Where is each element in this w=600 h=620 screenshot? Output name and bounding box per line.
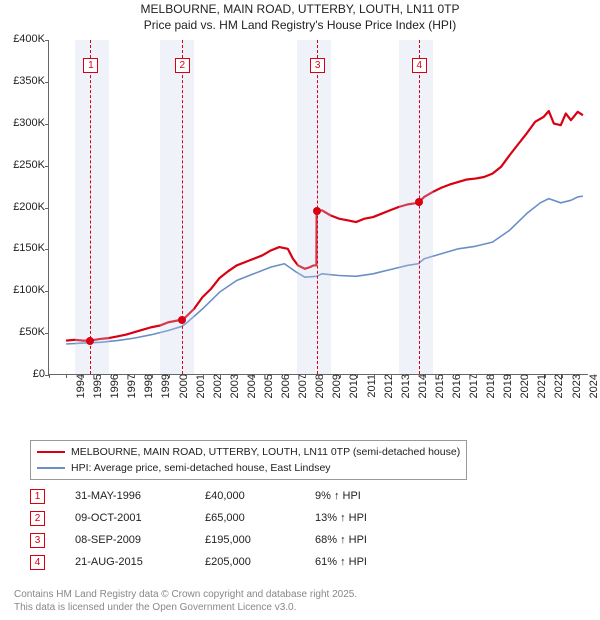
legend-row: MELBOURNE, MAIN ROAD, UTTERBY, LOUTH, LN… bbox=[37, 444, 460, 460]
sale-point bbox=[86, 337, 94, 345]
y-tick-label: £300K bbox=[13, 117, 49, 129]
sale-number-box: 1 bbox=[30, 489, 45, 504]
sale-row: 1 31-MAY-1996£40,0009% ↑ HPI bbox=[30, 485, 425, 507]
chart-titles: MELBOURNE, MAIN ROAD, UTTERBY, LOUTH, LN… bbox=[0, 0, 600, 33]
marker-number-box: 3 bbox=[310, 58, 325, 73]
title-line-2: Price paid vs. HM Land Registry's House … bbox=[0, 18, 600, 34]
y-tick-label: £250K bbox=[13, 159, 49, 171]
highlight-band bbox=[75, 40, 109, 374]
sale-date: 31-MAY-1996 bbox=[75, 490, 205, 502]
x-tick-label: 2025 bbox=[575, 374, 600, 398]
marker-vline bbox=[419, 40, 420, 374]
y-tick-label: £400K bbox=[13, 33, 49, 45]
plot-region: £0£50K£100K£150K£200K£250K£300K£350K£400… bbox=[48, 40, 588, 375]
sale-number-box: 4 bbox=[30, 555, 45, 570]
marker-number-box: 4 bbox=[412, 58, 427, 73]
sale-delta: 13% ↑ HPI bbox=[315, 512, 425, 524]
sale-price: £40,000 bbox=[205, 490, 315, 502]
legend-swatch bbox=[37, 467, 65, 469]
footer-attribution: Contains HM Land Registry data © Crown c… bbox=[14, 588, 357, 614]
legend: MELBOURNE, MAIN ROAD, UTTERBY, LOUTH, LN… bbox=[30, 440, 467, 480]
legend-swatch bbox=[37, 451, 65, 453]
legend-label: MELBOURNE, MAIN ROAD, UTTERBY, LOUTH, LN… bbox=[71, 446, 460, 458]
sales-table: 131-MAY-1996£40,0009% ↑ HPI209-OCT-2001£… bbox=[30, 485, 425, 573]
sale-number-box: 3 bbox=[30, 533, 45, 548]
marker-number-box: 2 bbox=[175, 58, 190, 73]
legend-label: HPI: Average price, semi-detached house,… bbox=[71, 462, 331, 474]
sale-point bbox=[313, 207, 321, 215]
sale-price: £195,000 bbox=[205, 534, 315, 546]
sale-delta: 9% ↑ HPI bbox=[315, 490, 425, 502]
sale-date: 21-AUG-2015 bbox=[75, 556, 205, 568]
sale-price: £205,000 bbox=[205, 556, 315, 568]
sale-delta: 61% ↑ HPI bbox=[315, 556, 425, 568]
sale-row: 4 21-AUG-2015£205,00061% ↑ HPI bbox=[30, 551, 425, 573]
chart-area: £0£50K£100K£150K£200K£250K£300K£350K£400… bbox=[48, 40, 588, 405]
marker-vline bbox=[90, 40, 91, 374]
highlight-band bbox=[399, 40, 433, 374]
footer-line-2: This data is licensed under the Open Gov… bbox=[14, 601, 357, 614]
sale-delta: 68% ↑ HPI bbox=[315, 534, 425, 546]
sale-price: £65,000 bbox=[205, 512, 315, 524]
legend-row: HPI: Average price, semi-detached house,… bbox=[37, 460, 460, 476]
sale-date: 09-OCT-2001 bbox=[75, 512, 205, 524]
sale-number-box: 2 bbox=[30, 511, 45, 526]
sale-date: 08-SEP-2009 bbox=[75, 534, 205, 546]
y-tick-label: £150K bbox=[13, 242, 49, 254]
sale-row: 3 08-SEP-2009£195,00068% ↑ HPI bbox=[30, 529, 425, 551]
y-tick-label: £100K bbox=[13, 284, 49, 296]
title-line-1: MELBOURNE, MAIN ROAD, UTTERBY, LOUTH, LN… bbox=[0, 2, 600, 18]
y-tick-label: £50K bbox=[19, 326, 49, 338]
highlight-band bbox=[160, 40, 194, 374]
marker-vline bbox=[182, 40, 183, 374]
sale-point bbox=[415, 198, 423, 206]
sale-row: 2 09-OCT-2001£65,00013% ↑ HPI bbox=[30, 507, 425, 529]
y-tick-label: £200K bbox=[13, 201, 49, 213]
footer-line-1: Contains HM Land Registry data © Crown c… bbox=[14, 588, 357, 601]
y-tick-label: £350K bbox=[13, 75, 49, 87]
sale-point bbox=[178, 316, 186, 324]
marker-number-box: 1 bbox=[83, 58, 98, 73]
